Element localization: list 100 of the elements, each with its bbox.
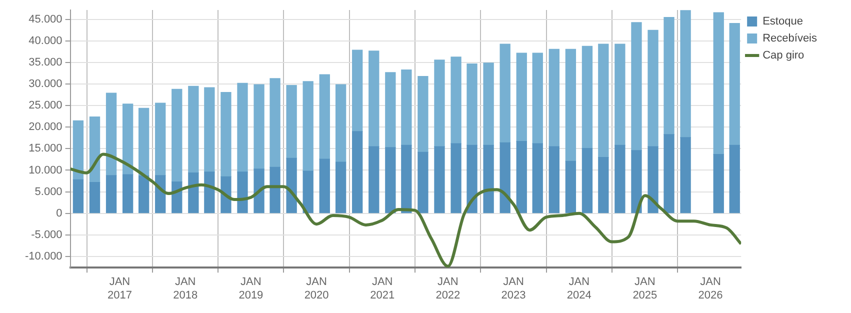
bar (713, 154, 724, 214)
bar (89, 116, 100, 183)
bar (532, 143, 543, 214)
bar (614, 44, 626, 146)
bar (335, 162, 346, 214)
y-tick-label: 0 (56, 207, 62, 220)
bar (302, 81, 314, 172)
bar (204, 172, 215, 214)
bar (319, 158, 330, 214)
y-tick-label: 35.000 (28, 56, 62, 69)
y-tick-label: 25.000 (28, 100, 62, 112)
bar (582, 148, 593, 214)
bar (631, 22, 642, 151)
x-tick-label: JAN 2024 (566, 276, 592, 302)
y-tick-label: 45.000 (28, 14, 62, 26)
bar (631, 150, 642, 214)
bar (548, 48, 560, 147)
bar (122, 104, 134, 175)
bar (385, 147, 396, 214)
bar (335, 84, 346, 162)
y-tick-label: 15.000 (28, 142, 62, 155)
bar (270, 166, 280, 214)
bar (302, 170, 314, 214)
bar (713, 12, 724, 155)
bar (664, 134, 674, 214)
bar (188, 172, 199, 214)
bar (516, 141, 527, 214)
bar (680, 137, 691, 214)
bar (286, 85, 297, 159)
bar (614, 144, 626, 214)
bar (401, 70, 412, 146)
bar (434, 146, 445, 214)
bar (450, 56, 462, 144)
bar (72, 179, 84, 214)
bar (106, 175, 117, 214)
y-tick-label: 30.000 (28, 78, 62, 90)
bar (270, 78, 280, 168)
bar (368, 50, 380, 147)
y-tick-label: 40.000 (28, 35, 62, 48)
bar (648, 146, 658, 214)
y-tick-label: 20.000 (28, 121, 62, 134)
line-series (70, 152, 742, 268)
x-tick-label: JAN 2025 (632, 276, 658, 302)
bar (466, 64, 478, 146)
bar (352, 50, 363, 132)
bar (172, 88, 182, 182)
legend-label: Cap giro (762, 50, 804, 62)
bar (483, 62, 494, 146)
x-tick-label: JAN 2023 (501, 276, 526, 302)
bar (106, 92, 117, 176)
x-tick-label: JAN 2026 (698, 276, 723, 302)
bar (598, 156, 609, 214)
legend-label: Recebíveis (762, 32, 818, 45)
y-tick-label: 5.000 (34, 186, 62, 198)
bar (664, 16, 674, 135)
bar (466, 144, 478, 214)
bar (155, 102, 166, 176)
bar (204, 87, 215, 172)
bar (138, 176, 150, 214)
bar (418, 152, 428, 214)
bar (729, 144, 740, 214)
x-tick-label: JAN 2019 (238, 276, 264, 302)
x-tick-label: JAN 2018 (173, 276, 198, 302)
bar (483, 144, 494, 214)
bar (680, 10, 691, 138)
bar (138, 108, 150, 176)
x-tick-label: JAN 2020 (304, 276, 329, 302)
bar (319, 74, 330, 160)
bar (418, 76, 428, 152)
bar (122, 174, 134, 214)
bar (237, 82, 248, 172)
bar (89, 182, 100, 214)
bar (582, 46, 593, 149)
bar (565, 160, 576, 214)
bar (565, 48, 576, 162)
bar (254, 168, 264, 214)
bar (548, 146, 560, 214)
bar (500, 142, 510, 214)
bar (286, 158, 297, 214)
bar (516, 52, 527, 142)
bar (368, 146, 380, 214)
legend-label: Estoque (762, 16, 803, 28)
y-tick-label: -5.000 (31, 228, 62, 241)
y-tick-label: -10.000 (24, 250, 62, 262)
bar (254, 84, 264, 170)
bar (532, 52, 543, 144)
bar (434, 60, 445, 147)
bar (72, 120, 84, 180)
bar (188, 86, 199, 174)
y-tick-label: 10.000 (28, 164, 62, 176)
bar (598, 44, 609, 158)
bar (450, 143, 462, 214)
x-tick-label: JAN 2022 (436, 276, 460, 302)
bar (648, 30, 658, 147)
bar (401, 144, 412, 214)
bar (729, 23, 740, 146)
x-tick-label: JAN 2017 (107, 276, 132, 302)
x-tick-label: JAN 2021 (370, 276, 395, 302)
bar (385, 72, 396, 148)
bar (220, 92, 232, 178)
